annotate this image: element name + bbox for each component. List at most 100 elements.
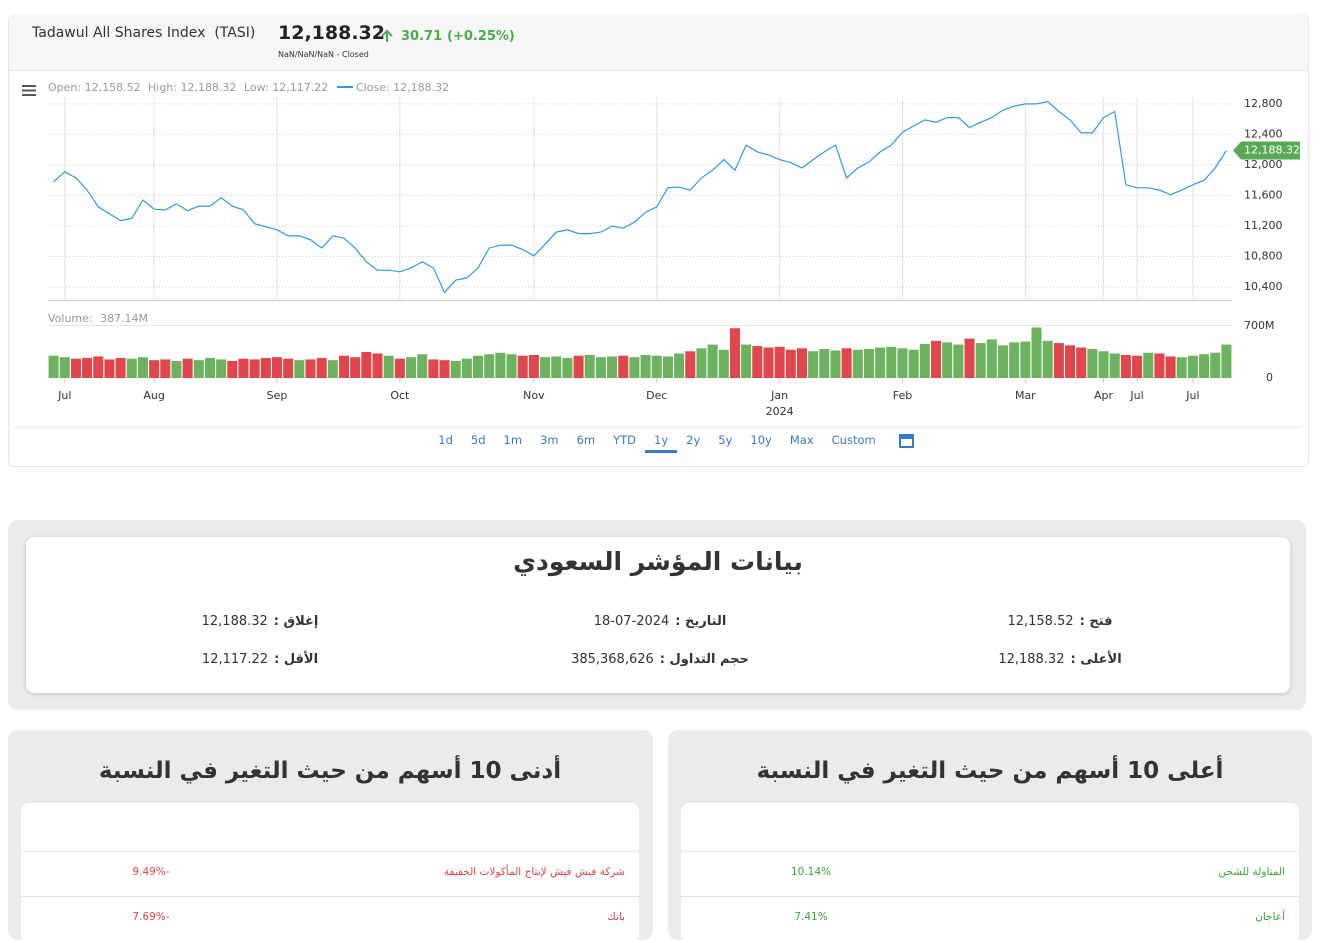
volume-tick-label: 0 — [1266, 371, 1273, 384]
range-option[interactable]: 5d — [470, 433, 486, 447]
volume-bar — [551, 356, 562, 378]
field-row: الأقل : 12,117.22 — [60, 652, 460, 690]
volume-bar — [528, 354, 539, 378]
y-tick-label: 11,600 — [1244, 188, 1283, 201]
volume-bar — [1042, 340, 1053, 378]
range-option[interactable]: 1m — [503, 433, 523, 447]
volume-bar — [338, 355, 350, 378]
range-option[interactable]: 3m — [540, 433, 559, 447]
grid — [48, 97, 1232, 383]
stock-name: شركة فيش فيش لإنتاج المأكولات الخفيفة — [443, 866, 625, 878]
price-line — [53, 100, 1227, 294]
range-option[interactable]: 10y — [750, 433, 772, 447]
volume-bar — [741, 344, 752, 378]
range-option[interactable]: 5y — [718, 433, 733, 447]
volume-bar — [216, 359, 227, 378]
legend-open: Open: 12,158.52 — [48, 81, 141, 94]
volume-bar — [1098, 351, 1109, 378]
range-option[interactable]: Max — [789, 433, 814, 447]
volume-bar — [316, 357, 327, 378]
market-status: NaN/NaN/NaN - Closed — [278, 50, 369, 59]
volume-bar — [305, 359, 316, 378]
x-tick-label: Jan 2024 — [765, 389, 794, 418]
volume-bar — [718, 349, 729, 378]
range-option[interactable]: 1d — [438, 433, 453, 447]
volume-bar — [1076, 347, 1087, 378]
volume-bar — [104, 359, 115, 378]
last-value-label: 12,188.32 — [1244, 144, 1300, 157]
field-column: التاريخ : 2024-07-18 حجم التداول : 385,368,… — [460, 614, 860, 690]
volume-bar — [607, 356, 618, 378]
volume-bar — [964, 338, 975, 378]
volume-bar — [841, 348, 852, 378]
menu-icon[interactable] — [22, 85, 36, 96]
volume-bar — [1031, 327, 1042, 378]
volume-bar — [819, 349, 830, 378]
page: TASI {"header": {"title": "Tadawul All S… — [8, 14, 1312, 940]
index-data-card — [26, 537, 1290, 693]
volume-bar — [729, 328, 740, 378]
volume-bar — [484, 354, 495, 378]
stock-change: 7.69%- — [132, 911, 170, 923]
y-tick-label: 12,800 — [1244, 97, 1283, 110]
field-column: فتح : 12,158.52 الأعلى : 12,188.32 — [860, 614, 1260, 690]
volume-bar — [93, 356, 104, 378]
volume-bar — [986, 339, 997, 378]
volume-bar — [875, 347, 886, 378]
volume-bar — [752, 346, 763, 378]
volume-bar — [863, 349, 875, 378]
volume-bar — [70, 358, 81, 378]
field-label: الأعلى : — [1070, 652, 1122, 667]
volume-bar — [160, 359, 171, 378]
volume-bar — [417, 354, 428, 378]
range-selector: 1d 5d 1m 3m 6m YTD 1y 2y 5y 10y Max Custom — [14, 433, 1300, 453]
range-option[interactable]: YTD — [613, 433, 637, 447]
volume-bar — [137, 357, 148, 378]
volume-bar — [350, 357, 361, 378]
volume-bar — [439, 360, 450, 378]
y-tick-label: 11,200 — [1244, 219, 1283, 232]
volume-bar — [383, 355, 394, 378]
volume-bar — [461, 358, 472, 378]
volume-bar — [473, 355, 484, 378]
volume-bar — [975, 343, 986, 378]
x-tick-label: Jul — [1130, 389, 1144, 402]
stock-row[interactable]: باتك 7.69%- — [21, 896, 639, 941]
stock-name: باتك — [607, 911, 625, 923]
range-option[interactable]: 2y — [686, 433, 701, 447]
volume-bar — [573, 355, 584, 378]
volume-bar — [1221, 344, 1232, 378]
field-row: التاريخ : 2024-07-18 — [460, 614, 860, 652]
volume-bar — [1132, 355, 1143, 378]
volume-bar — [115, 357, 126, 378]
volume-bar — [171, 360, 182, 378]
volume-bar — [674, 353, 685, 378]
range-option[interactable]: 1y — [645, 433, 678, 453]
legend-high: High: 12,188.32 — [148, 81, 236, 94]
stock-row[interactable]: المتاولة للشحن 10.14% — [681, 851, 1299, 896]
x-tick-label: Oct — [390, 389, 410, 402]
range-option[interactable]: 6m — [576, 433, 596, 447]
stock-row[interactable]: أعاجان 7.41% — [681, 896, 1299, 941]
volume-bar — [271, 357, 283, 378]
x-tick-label: Jul — [58, 389, 72, 402]
index-change-pct: (+0.25%) — [447, 29, 515, 44]
up-arrow — [381, 29, 393, 42]
field-label: إغلاق : — [273, 614, 319, 629]
field-value: 385,368,626 — [571, 652, 654, 667]
calendar-icon[interactable] — [899, 434, 914, 448]
field-value: 12,188.32 — [201, 614, 268, 629]
field-value: 12,158.52 — [1007, 614, 1074, 629]
volume-bar — [327, 360, 338, 378]
index-change: 30.71 — [401, 29, 443, 44]
volume-bar — [1165, 356, 1176, 378]
volume-bar — [1120, 354, 1131, 378]
volume-bar — [696, 348, 707, 378]
volume-bar — [562, 357, 573, 378]
range-option[interactable]: Custom — [831, 433, 876, 447]
stock-row[interactable]: شركة فيش فيش لإنتاج المأكولات الخفيفة 9.4… — [21, 851, 639, 896]
losers-title: أدنى 10 أسهم من حيث التغير في النسبة — [98, 758, 562, 784]
volume-bar — [405, 357, 417, 378]
legend-close: Close: 12,188.32 — [356, 81, 449, 94]
volume-bar — [517, 355, 528, 378]
